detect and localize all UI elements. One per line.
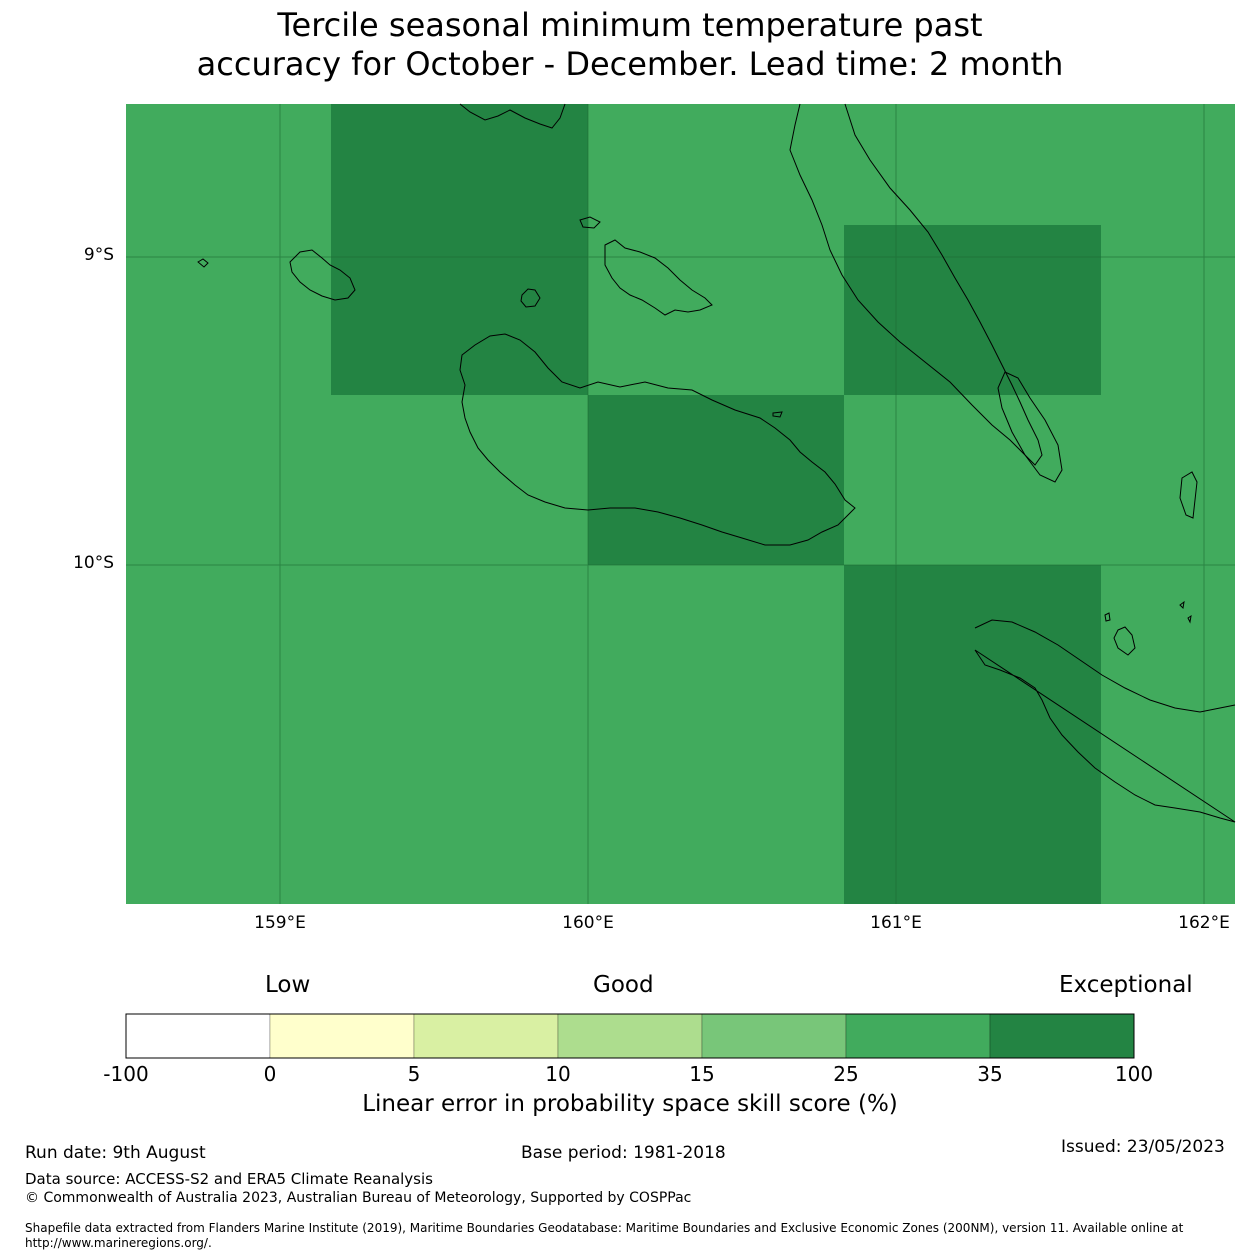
high-skill-cell xyxy=(844,565,1101,904)
high-skill-cell xyxy=(331,104,588,395)
category-exceptional: Exceptional xyxy=(1059,972,1193,998)
category-low: Low xyxy=(265,972,311,998)
high-skill-cell xyxy=(588,395,844,565)
colorbar-swatch xyxy=(125,1013,271,1059)
coastline-guadalcanal xyxy=(459,333,856,546)
y-tick-label: 10°S xyxy=(73,553,114,573)
shapefile-credit-line-2: http://www.marineregions.org/. xyxy=(25,1236,212,1250)
colorbar-swatch xyxy=(701,1013,847,1059)
x-tick-label: 161°E xyxy=(870,913,922,933)
colorbar-tick: 0 xyxy=(263,1062,277,1086)
run-date: Run date: 9th August xyxy=(25,1143,206,1163)
colorbar xyxy=(125,1013,1135,1059)
colorbar-swatch xyxy=(989,1013,1135,1059)
coastline-small-malaita xyxy=(997,371,1063,483)
coastline-savo xyxy=(520,288,541,308)
colorbar-tick: 25 xyxy=(833,1062,859,1086)
x-tick-label: 159°E xyxy=(254,913,306,933)
copyright: © Commonwealth of Australia 2023, Austra… xyxy=(25,1190,692,1206)
issued-date: Issued: 23/05/2023 xyxy=(1061,1137,1225,1157)
colorbar-tick: 10 xyxy=(545,1062,571,1086)
data-source: Data source: ACCESS-S2 and ERA5 Climate … xyxy=(25,1170,433,1188)
map-title: Tercile seasonal minimum temperature pas… xyxy=(0,6,1260,84)
colorbar-tick: -100 xyxy=(103,1062,149,1086)
coastlines xyxy=(197,103,1236,823)
x-tick-label: 162°E xyxy=(1178,913,1230,933)
coastline-russell-islands xyxy=(289,249,356,301)
x-tick-label: 160°E xyxy=(562,913,614,933)
colorbar-swatch xyxy=(845,1013,991,1059)
colorbar-swatch xyxy=(413,1013,559,1059)
coastline-tiny-isles xyxy=(772,411,1192,624)
title-line-2: accuracy for October - December. Lead ti… xyxy=(196,45,1064,83)
high-skill-cells xyxy=(331,104,1101,904)
coastline-islet xyxy=(579,216,601,229)
coastline-small-island xyxy=(197,258,209,268)
coastline-makira xyxy=(974,619,1236,823)
coastline-east-island xyxy=(1179,471,1198,519)
title-line-1: Tercile seasonal minimum temperature pas… xyxy=(277,6,983,44)
coastline-florida-islands xyxy=(604,239,713,316)
colorbar-tick: 35 xyxy=(977,1062,1003,1086)
colorbar-swatch xyxy=(269,1013,415,1059)
category-good: Good xyxy=(593,972,654,998)
coastline-north-shore xyxy=(459,103,566,129)
colorbar-label: Linear error in probability space skill … xyxy=(362,1091,898,1117)
colorbar-tick: 5 xyxy=(407,1062,421,1086)
base-period: Base period: 1981-2018 xyxy=(521,1143,726,1163)
shapefile-credit-line-1: Shapefile data extracted from Flanders M… xyxy=(25,1221,1184,1235)
graticule xyxy=(126,104,1235,904)
coastline-ulawa xyxy=(1113,626,1136,656)
colorbar-tick: 100 xyxy=(1114,1062,1154,1086)
colorbar-tick: 15 xyxy=(689,1062,715,1086)
coastline-malaita xyxy=(789,103,1043,466)
high-skill-cell xyxy=(844,225,1101,395)
y-tick-label: 9°S xyxy=(83,245,114,265)
colorbar-swatch xyxy=(557,1013,703,1059)
